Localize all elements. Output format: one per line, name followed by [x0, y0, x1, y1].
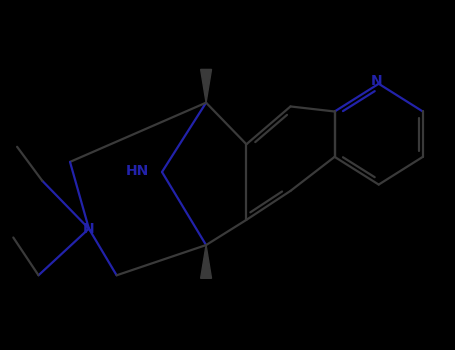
Polygon shape — [201, 69, 212, 103]
Text: N: N — [370, 74, 382, 88]
Text: N: N — [83, 222, 95, 236]
Polygon shape — [201, 245, 212, 278]
Text: HN: HN — [126, 164, 149, 178]
